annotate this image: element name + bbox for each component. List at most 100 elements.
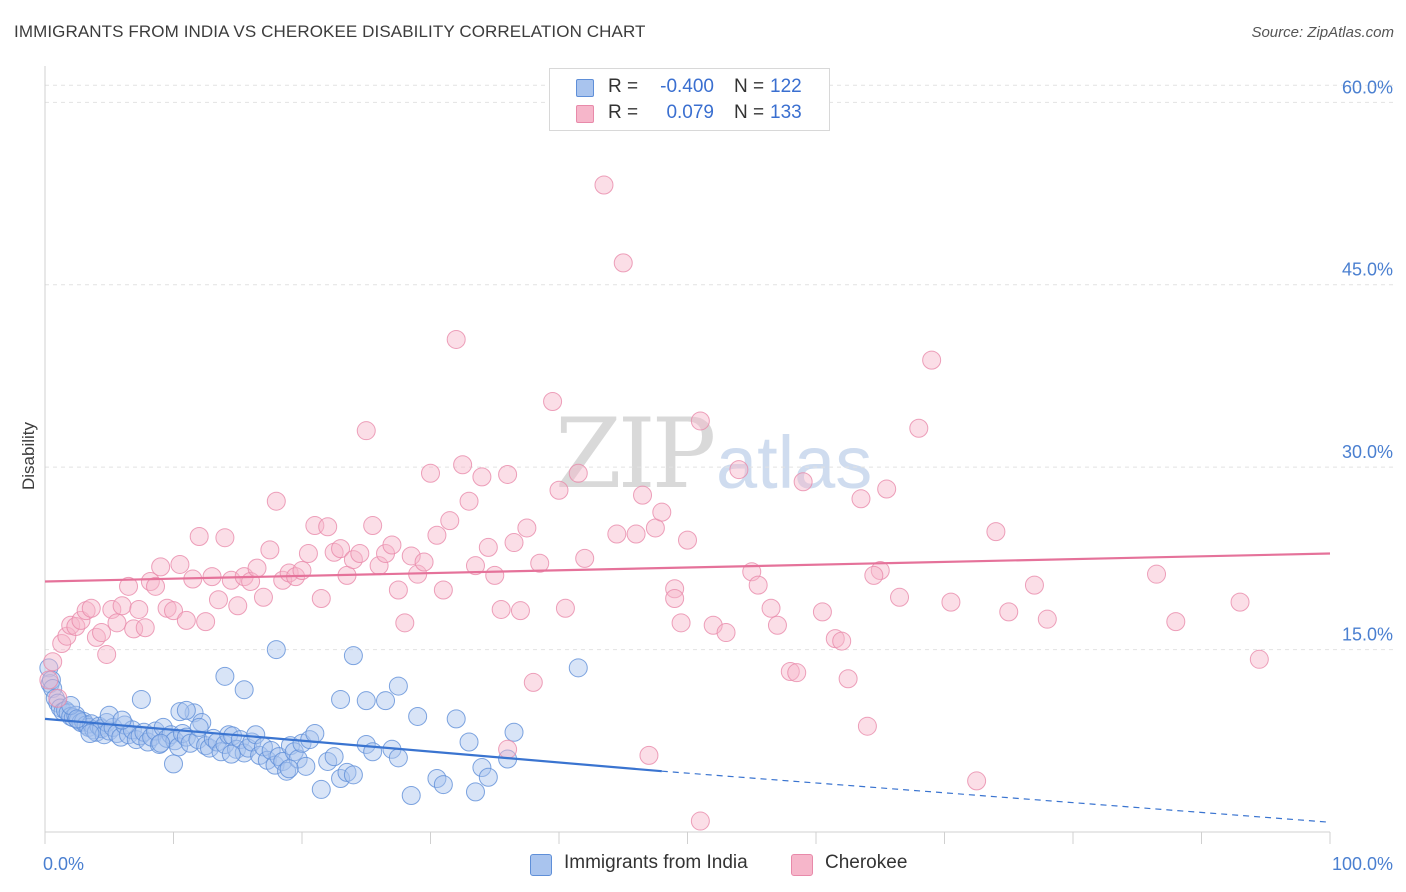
cherokee-point bbox=[151, 557, 171, 577]
india-point bbox=[126, 730, 146, 750]
cherokee-point bbox=[626, 524, 646, 544]
india-point bbox=[376, 691, 396, 711]
cherokee-swatch bbox=[576, 105, 594, 123]
india-point bbox=[165, 731, 185, 751]
india-point bbox=[279, 759, 299, 779]
india-point bbox=[504, 722, 524, 742]
cherokee-point bbox=[652, 502, 672, 522]
cherokee-point bbox=[92, 623, 112, 643]
india-point bbox=[266, 640, 286, 660]
cherokee-point bbox=[678, 530, 697, 550]
cherokee-point bbox=[665, 589, 685, 609]
india-point bbox=[189, 717, 209, 737]
watermark-zip: ZIP bbox=[555, 398, 716, 510]
india-point bbox=[199, 738, 219, 758]
cherokee-point bbox=[39, 670, 59, 690]
cherokee-point bbox=[112, 596, 132, 616]
cherokee-point bbox=[690, 411, 710, 431]
cherokee-point bbox=[440, 511, 460, 531]
india-point bbox=[215, 666, 235, 686]
n-label: N = bbox=[734, 102, 765, 123]
watermark-atlas: atlas bbox=[716, 421, 873, 504]
cherokee-point bbox=[645, 518, 665, 538]
cherokee-legend-swatch bbox=[791, 854, 813, 876]
cherokee-point bbox=[812, 602, 832, 622]
cherokee-point bbox=[543, 391, 563, 411]
cherokee-point bbox=[761, 598, 781, 618]
cherokee-point bbox=[498, 464, 518, 484]
cherokee-point bbox=[146, 576, 166, 596]
india-trend-line bbox=[44, 717, 662, 773]
cherokee-point bbox=[838, 669, 858, 689]
cherokee-trend-line bbox=[44, 552, 1331, 583]
cherokee-point bbox=[780, 661, 800, 681]
cherokee-point bbox=[1037, 609, 1057, 629]
cherokee-point bbox=[517, 518, 537, 538]
gridlines bbox=[45, 84, 1395, 651]
cherokee-point bbox=[1024, 575, 1044, 595]
india-point bbox=[478, 767, 498, 787]
cherokee-point bbox=[485, 565, 505, 585]
cherokee-point bbox=[555, 598, 575, 618]
cherokee-point bbox=[568, 463, 588, 483]
r-label: R = bbox=[608, 102, 639, 123]
cherokee-point bbox=[909, 418, 929, 438]
cherokee-point bbox=[851, 489, 871, 509]
cherokee-point bbox=[787, 663, 807, 683]
india-point bbox=[234, 680, 254, 700]
cherokee-point bbox=[530, 553, 550, 573]
cherokee-point bbox=[716, 623, 736, 643]
india-point bbox=[261, 741, 281, 761]
y-tick-label: 60.0% bbox=[1342, 77, 1393, 97]
cherokee-point bbox=[767, 615, 787, 635]
india-point bbox=[164, 754, 183, 774]
cherokee-point bbox=[76, 601, 96, 621]
cherokee-point bbox=[1166, 612, 1186, 632]
cherokee-point bbox=[401, 546, 421, 566]
source-label: Source: ZipAtlas.com bbox=[1251, 24, 1394, 41]
r-label: R = bbox=[608, 76, 639, 97]
axes bbox=[44, 66, 1331, 844]
cherokee-point bbox=[748, 575, 768, 595]
cherokee-point bbox=[433, 580, 453, 600]
cherokee-point bbox=[613, 253, 633, 273]
cherokee-point bbox=[877, 479, 897, 499]
cherokee-point bbox=[832, 631, 852, 651]
cherokee-point bbox=[228, 596, 248, 616]
india-point bbox=[408, 706, 428, 726]
cherokee-point bbox=[196, 612, 216, 632]
y-tick-label: 15.0% bbox=[1342, 625, 1393, 645]
cherokee-point bbox=[97, 644, 117, 664]
cherokee-point bbox=[324, 542, 344, 562]
cherokee-point bbox=[298, 544, 318, 564]
cherokee-point bbox=[66, 616, 86, 636]
india-point bbox=[465, 782, 485, 802]
cherokee-point bbox=[607, 524, 627, 544]
cherokee-point bbox=[350, 544, 370, 564]
india-point bbox=[568, 658, 588, 678]
india-point bbox=[170, 702, 190, 722]
india-point bbox=[305, 723, 325, 743]
cherokee-point bbox=[504, 533, 524, 553]
x-tick-label: 100.0% bbox=[1332, 854, 1393, 874]
cherokee-point bbox=[549, 480, 569, 500]
india-point bbox=[80, 723, 100, 743]
cherokee-point bbox=[363, 516, 383, 536]
india-point bbox=[433, 775, 453, 795]
india-trend-extension bbox=[661, 770, 1331, 823]
india-point bbox=[401, 786, 421, 806]
cherokee-point bbox=[176, 610, 196, 630]
cherokee-point bbox=[999, 602, 1019, 622]
cherokee-point bbox=[793, 472, 813, 492]
cherokee-point bbox=[575, 548, 595, 568]
cherokee-points bbox=[39, 175, 1269, 831]
india-point bbox=[343, 765, 363, 785]
india-point bbox=[176, 700, 196, 720]
cherokee-point bbox=[453, 455, 473, 475]
india-legend-swatch bbox=[530, 854, 552, 876]
legend-row-india: R = -0.400 N = 122 bbox=[550, 75, 829, 101]
cherokee-point bbox=[857, 716, 877, 736]
cherokee-point bbox=[446, 329, 466, 349]
tick-labels: 15.0% 30.0% 45.0% 60.0% 0.0% 100.0% bbox=[43, 77, 1393, 874]
cherokee-point bbox=[1147, 564, 1167, 584]
